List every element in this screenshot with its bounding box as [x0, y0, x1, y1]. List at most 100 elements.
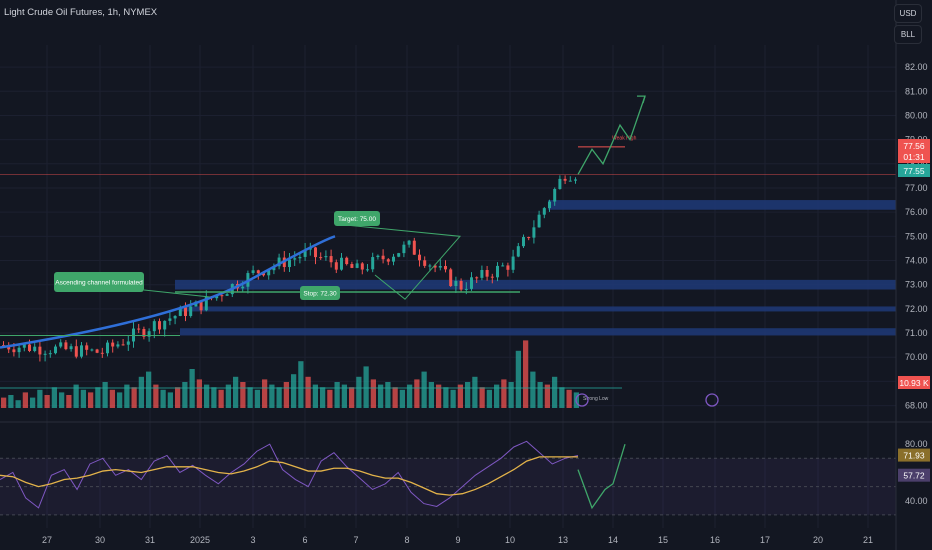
volume-bar: [494, 384, 500, 408]
volume-bars: [1, 340, 579, 408]
volume-bar: [443, 387, 449, 408]
candle-body: [147, 331, 151, 337]
candle-body: [38, 346, 42, 355]
volume-bar: [15, 400, 21, 408]
candle-body: [22, 344, 26, 348]
volume-bar: [392, 387, 398, 408]
candle-body: [43, 353, 47, 355]
candle-body: [168, 318, 172, 321]
volume-bar: [247, 387, 253, 408]
candle-body: [54, 346, 57, 354]
x-tick-label: 15: [658, 535, 668, 545]
y-tick-label: 71.00: [905, 328, 928, 338]
candle-body: [485, 269, 489, 277]
volume-bar: [131, 387, 137, 408]
x-tick-label: 14: [608, 535, 618, 545]
candle-body: [137, 328, 141, 330]
candle-body: [324, 256, 328, 258]
volume-bar: [465, 382, 471, 408]
volume-bar: [211, 387, 217, 408]
candle-body: [334, 262, 338, 270]
volume-bar: [523, 340, 529, 408]
volume-bar: [298, 361, 304, 408]
volume-bar: [436, 384, 442, 408]
ascending-channel-curve: [0, 235, 336, 349]
candle-body: [178, 307, 182, 316]
candle-body: [80, 345, 83, 357]
volume-bar: [486, 389, 492, 408]
volume-bar: [196, 379, 202, 408]
volume-bar: [51, 387, 57, 408]
candle-body: [158, 321, 161, 330]
candle-body: [12, 349, 16, 353]
candle-body: [537, 214, 541, 228]
candle-body: [428, 265, 432, 267]
currency-button[interactable]: USD: [894, 4, 922, 23]
candle-body: [454, 280, 458, 287]
candle-body: [449, 269, 453, 287]
volume-bar: [44, 395, 50, 408]
volume-bar: [276, 387, 282, 408]
candle-body: [407, 240, 411, 245]
blue-zones: [175, 200, 896, 336]
countdown-badge-bg: [898, 150, 930, 163]
candle-body: [553, 189, 557, 202]
volume-bar: [399, 389, 405, 408]
candle-body: [516, 246, 520, 257]
candle-body: [17, 347, 21, 353]
supply-demand-zone: [548, 200, 896, 210]
volume-bar: [218, 389, 224, 408]
candle-body: [459, 280, 463, 290]
volume-bar: [479, 387, 485, 408]
candle-body: [522, 237, 525, 247]
current-price-badge-bg: [898, 139, 930, 152]
volume-bar: [305, 376, 311, 408]
candle-body: [506, 265, 510, 270]
x-tick-label: 9: [455, 535, 460, 545]
y-tick-label: 75.00: [905, 231, 928, 241]
y-tick-label: 76.00: [905, 207, 928, 217]
x-tick-label: 6: [302, 535, 307, 545]
y-tick-label: 68.00: [905, 401, 928, 411]
candle-body: [64, 342, 68, 350]
volume-bar: [254, 389, 260, 408]
rsi-projection: [577, 443, 626, 510]
prior-price-badge-bg: [898, 164, 930, 177]
candle-body: [366, 269, 369, 271]
candle-body: [412, 240, 416, 255]
x-tick-label: 10: [505, 535, 515, 545]
volume-bar: [530, 371, 536, 408]
x-tick-label: 31: [145, 535, 155, 545]
y-tick-label: 72.00: [905, 304, 928, 314]
candle-body: [511, 256, 515, 270]
candle-body: [340, 257, 343, 270]
y-tick-label: 80.00: [905, 110, 928, 120]
candle-body: [298, 256, 302, 259]
rsi-tick-label: 80.00: [905, 439, 928, 449]
candle-body: [251, 270, 255, 274]
volume-bar: [30, 397, 36, 408]
volume-bar: [102, 382, 108, 408]
volume-bar: [167, 392, 173, 408]
volume-bar: [66, 395, 72, 408]
x-tick-label: 2025: [190, 535, 210, 545]
supply-demand-zone: [175, 279, 896, 290]
candle-body: [319, 257, 323, 259]
candle-body: [293, 258, 297, 260]
strong-low-label: Strong Low: [583, 396, 609, 402]
candle-body: [376, 255, 380, 258]
candle-body: [59, 342, 63, 347]
unit-button[interactable]: BLL: [894, 25, 922, 44]
volume-bar: [341, 384, 347, 408]
volume-bar: [182, 382, 188, 408]
volume-bar: [59, 392, 65, 408]
candle-body: [563, 178, 567, 181]
candle-body: [418, 254, 421, 261]
volume-bar: [515, 350, 521, 408]
volume-bar: [566, 389, 572, 408]
candle-body: [527, 237, 531, 239]
volume-bar: [508, 382, 514, 408]
x-tick-label: 7: [353, 535, 358, 545]
